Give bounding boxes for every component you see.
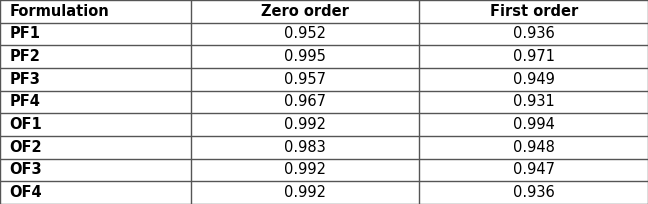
Text: First order: First order <box>489 4 578 19</box>
Text: 0.936: 0.936 <box>513 185 555 200</box>
Text: 0.948: 0.948 <box>513 140 555 155</box>
Text: PF1: PF1 <box>10 27 41 41</box>
Text: 0.994: 0.994 <box>513 117 555 132</box>
Text: 0.992: 0.992 <box>284 163 326 177</box>
Text: 0.936: 0.936 <box>513 27 555 41</box>
Text: Formulation: Formulation <box>10 4 110 19</box>
Text: PF4: PF4 <box>10 94 41 110</box>
Text: 0.995: 0.995 <box>284 49 326 64</box>
Text: Zero order: Zero order <box>261 4 349 19</box>
Text: OF4: OF4 <box>10 185 42 200</box>
Text: OF1: OF1 <box>10 117 43 132</box>
Text: PF3: PF3 <box>10 72 41 87</box>
Text: PF2: PF2 <box>10 49 41 64</box>
Text: 0.947: 0.947 <box>513 163 555 177</box>
Text: 0.949: 0.949 <box>513 72 555 87</box>
Text: 0.992: 0.992 <box>284 185 326 200</box>
Text: 0.992: 0.992 <box>284 117 326 132</box>
Text: 0.957: 0.957 <box>284 72 326 87</box>
Text: OF3: OF3 <box>10 163 42 177</box>
Text: OF2: OF2 <box>10 140 42 155</box>
Text: 0.971: 0.971 <box>513 49 555 64</box>
Text: 0.983: 0.983 <box>284 140 326 155</box>
Text: 0.967: 0.967 <box>284 94 326 110</box>
Text: 0.952: 0.952 <box>284 27 326 41</box>
Text: 0.931: 0.931 <box>513 94 555 110</box>
